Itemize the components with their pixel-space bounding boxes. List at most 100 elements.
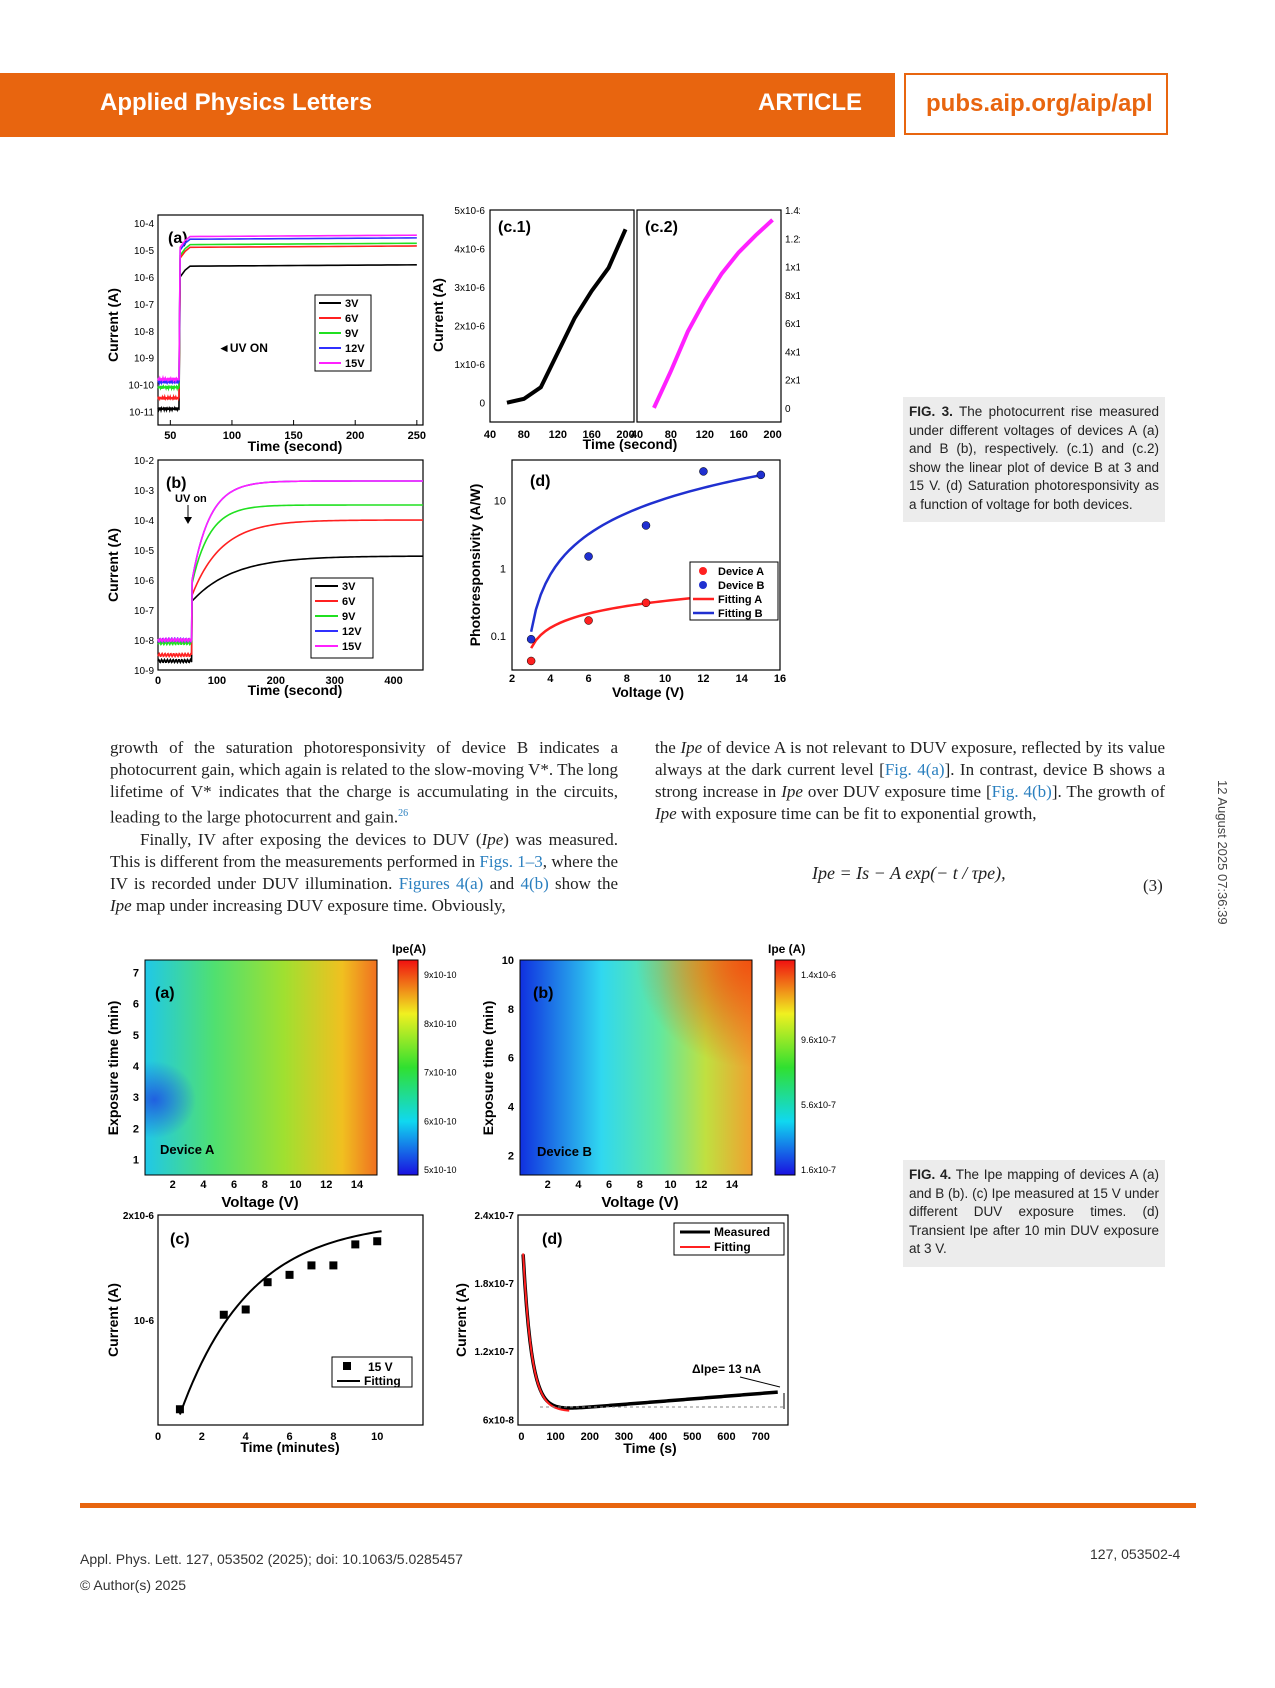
text-run: map under increasing DUV exposure time. … (131, 895, 506, 915)
y-tick-label: 10-9 (134, 354, 154, 365)
data-point (373, 1237, 382, 1246)
y-tick-label: 10-7 (134, 300, 154, 311)
x-tick-label: 6 (231, 1179, 237, 1191)
y-axis-label: Current (A) (105, 1283, 121, 1357)
journal-title: Applied Physics Letters (100, 89, 373, 116)
y-tick-label: 0 (785, 404, 791, 415)
ipe-symbol: Ipe (781, 782, 803, 801)
url-box (904, 73, 1168, 135)
delta-annotation: ΔIpe= 13 nA (692, 1362, 761, 1376)
footer-citation-block: Appl. Phys. Lett. 127, 053502 (2025); do… (80, 1546, 463, 1598)
figure-link[interactable]: Fig. 4(a) (884, 760, 945, 779)
figure-link[interactable]: Figs. 1–3 (479, 851, 543, 871)
fig3-panel-c2: (c.2) Time (second) 40 80 120 160 200 0 2x10-4… (583, 206, 800, 452)
x-tick-label: 10 (664, 1179, 676, 1191)
fig4-panel-a: (a) Device A Exposure time (min) Voltage… (105, 942, 457, 1211)
x-tick-label: 14 (351, 1179, 364, 1191)
figure-link[interactable]: Figures 4(a) (398, 873, 484, 893)
text-run: over DUV exposure time [ (802, 782, 992, 801)
text-run: of device A is not relevant to DUV expos… (655, 738, 1165, 779)
figure-link[interactable]: 4(b) (520, 873, 549, 893)
measured-line (521, 1254, 778, 1410)
fit-line (178, 1230, 382, 1415)
y-tick-label: 4x10-4 (785, 347, 800, 358)
fit-line-b (529, 473, 762, 633)
y-axis-label: Exposure time (min) (105, 1001, 121, 1136)
x-tick-label: 80 (665, 429, 677, 441)
panel-label: (b) (533, 985, 553, 1002)
y-tick-label: 2x10-6 (454, 322, 485, 333)
x-tick-label: 200 (616, 429, 634, 441)
uv-on-label: ◄UV ON (218, 341, 268, 355)
x-tick-label: 120 (549, 429, 567, 441)
y-tick-label: 5x10-6 (454, 206, 485, 217)
legend: 15 V Fitting (331, 1356, 413, 1388)
fig4-panel-b: (b) Device B Exposure time (min) Voltage… (480, 942, 836, 1211)
y-tick-label: 6x10-8 (483, 1415, 515, 1426)
data-point (584, 552, 593, 561)
y-tick-label: 10-8 (134, 327, 154, 338)
data-point (756, 470, 766, 480)
y-tick-label: 2x10-6 (123, 1211, 155, 1222)
device-label: Device A (160, 1142, 215, 1157)
colorbar (397, 959, 419, 1176)
x-tick-label: 200 (581, 1431, 599, 1443)
y-tick-label: 3 (133, 1092, 139, 1104)
x-tick-label: 0 (155, 675, 161, 687)
reference-link[interactable]: 26 (398, 808, 409, 819)
data-point (526, 656, 536, 666)
y-tick-label: 10-11 (129, 408, 154, 419)
ipe-symbol: Ipe (680, 738, 703, 757)
x-tick-label: 12 (697, 673, 709, 685)
legend-label: 9V (342, 611, 356, 623)
x-tick-label: 4 (547, 673, 554, 685)
y-tick-label: 1.2x10-3 (785, 234, 800, 245)
y-axis-label: Exposure time (min) (480, 1001, 496, 1136)
x-tick-label: 4 (243, 1431, 250, 1443)
x-tick-label: 2 (509, 673, 515, 685)
series-line (157, 237, 417, 387)
colorbar-title: Ipe (A) (768, 942, 805, 956)
y-tick-label: 1.2x10-7 (475, 1347, 515, 1358)
x-tick-label: 700 (751, 1431, 769, 1443)
series-line (157, 234, 417, 384)
device-label: Device B (537, 1144, 592, 1159)
data-point (175, 1405, 184, 1414)
legend-label: Measured (714, 1225, 770, 1239)
legend-label: 3V (342, 581, 356, 593)
journal-url[interactable]: pubs.aip.org/aip/apl (926, 90, 1153, 117)
footer-rule (80, 1503, 1196, 1508)
data-point (329, 1261, 338, 1270)
x-axis-label: Time (minutes) (240, 1439, 339, 1455)
y-tick-label: 10-5 (134, 246, 154, 257)
legend-label: 6V (345, 313, 359, 325)
legend-label: 15V (345, 358, 365, 370)
y-tick-label: 10-5 (134, 546, 154, 557)
text-run: and (483, 873, 521, 893)
x-tick-label: 160 (582, 429, 600, 441)
data-point (351, 1240, 360, 1249)
x-axis-label: Voltage (V) (612, 684, 684, 700)
text-run: ) was measured. This is different from t… (110, 829, 618, 871)
figure-3: (a) Current (A) Time (second) 50 100 150 20… (105, 206, 800, 700)
panel-label: (b) (166, 475, 186, 492)
figure-link[interactable]: Fig. 4(b) (991, 782, 1052, 801)
equation-3: Ipe = Is − A exp(− t / τpe), (812, 863, 1006, 883)
paragraph: the Ipe of device A is not relevant to D… (655, 737, 1165, 825)
y-tick-label: 8 (508, 1004, 514, 1016)
x-tick-label: 120 (696, 429, 714, 441)
y-tick-label: 2 (508, 1150, 514, 1162)
y-tick-label: 2 (133, 1123, 139, 1135)
y-tick-label: 10-3 (134, 486, 154, 497)
colorbar-title: Ipe(A) (392, 942, 426, 956)
x-tick-label: 6 (286, 1431, 292, 1443)
x-tick-label: 160 (729, 429, 747, 441)
equation-number: (3) (1143, 876, 1163, 895)
x-axis-label: Time (second) (248, 682, 343, 698)
x-tick-label: 2 (170, 1179, 176, 1191)
x-tick-label: 250 (408, 430, 426, 442)
colorbar-tick: 6x10-10 (424, 1116, 457, 1126)
x-tick-label: 300 (325, 675, 343, 687)
y-axis-label: Current (A) (453, 1283, 469, 1357)
colorbar-tick: 9x10-10 (424, 970, 457, 980)
